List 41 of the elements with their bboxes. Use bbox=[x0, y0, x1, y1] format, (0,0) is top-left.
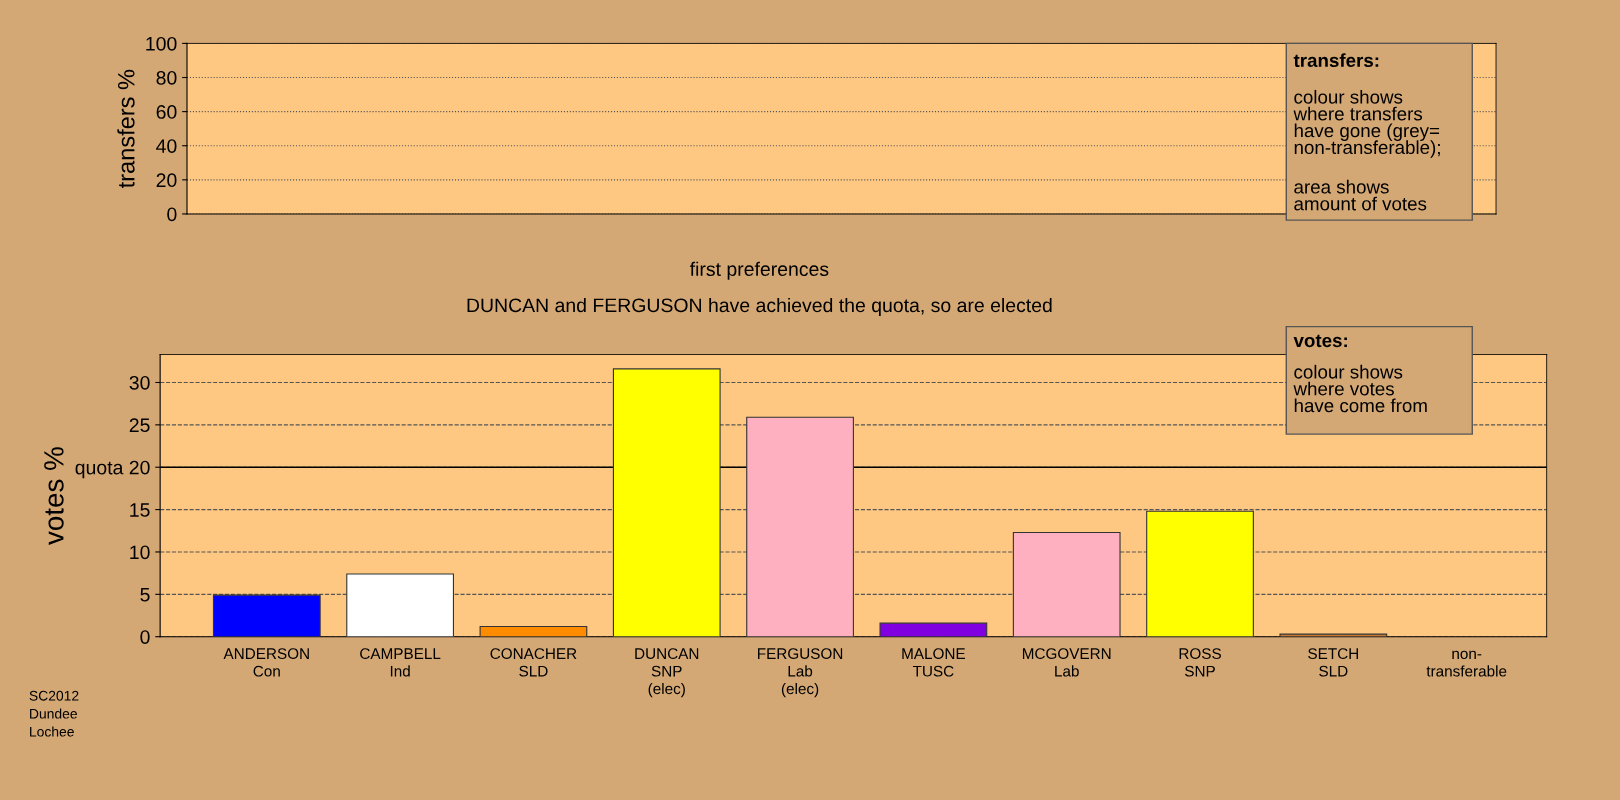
bar bbox=[746, 416, 854, 637]
y-tick-label: 15 bbox=[130, 503, 150, 517]
bar bbox=[879, 622, 988, 637]
annotation: colour shows where votes have come from bbox=[1293, 364, 1427, 413]
annotation: colour shows where transfers have gone (grey= non-transferable); bbox=[1293, 89, 1440, 158]
x-tick-label: CONACHER SLD bbox=[490, 648, 577, 677]
y-tick-label: 0 bbox=[140, 630, 150, 644]
x-tick-label: MCGOVERN Lab bbox=[1022, 648, 1111, 677]
x-tick-label: MALONE TUSC bbox=[902, 648, 965, 677]
bar bbox=[479, 625, 588, 637]
x-tick-label: SETCH SLD bbox=[1308, 648, 1358, 677]
text: SC2012 Dundee Lochee bbox=[29, 690, 79, 737]
chart-subtitle: DUNCAN and FERGUSON have achieved the quota, so are elected bbox=[467, 297, 1052, 317]
y-axis-title: transfers % bbox=[117, 69, 135, 189]
y-tick-label: 0 bbox=[167, 207, 177, 222]
text: votes: bbox=[1293, 334, 1347, 348]
y-axis-title: votes % bbox=[44, 447, 64, 545]
y-tick-label: 100 bbox=[146, 36, 177, 51]
annotation: area shows amount of votes bbox=[1294, 179, 1427, 211]
y-tick-label: 25 bbox=[129, 418, 150, 433]
y-tick-label: quota 20 bbox=[75, 460, 150, 479]
y-tick-label: 20 bbox=[156, 173, 177, 188]
x-tick-label: non- transferable bbox=[1426, 650, 1507, 677]
x-tick-label: ROSS SNP bbox=[1179, 648, 1221, 677]
bar bbox=[346, 573, 454, 637]
x-tick-label: ANDERSON Con bbox=[223, 648, 309, 677]
x-tick-label: FERGUSON Lab (elec) bbox=[758, 648, 843, 698]
bar bbox=[612, 368, 721, 637]
bar bbox=[1146, 510, 1254, 637]
bar bbox=[1012, 531, 1121, 637]
chart-title: first preferences bbox=[689, 261, 829, 280]
y-tick-label: 80 bbox=[156, 70, 177, 85]
y-tick-label: 30 bbox=[129, 375, 150, 390]
bar bbox=[212, 594, 321, 637]
annotation: transfers: bbox=[1293, 53, 1379, 68]
y-tick-label: 40 bbox=[156, 139, 177, 153]
x-tick-label: CAMPBELL Ind bbox=[360, 648, 441, 677]
y-tick-label: 10 bbox=[130, 545, 150, 560]
x-tick-label: DUNCAN SNP (elec) bbox=[635, 648, 699, 698]
y-tick-label: 60 bbox=[156, 105, 177, 119]
y-tick-label: 5 bbox=[140, 587, 150, 602]
